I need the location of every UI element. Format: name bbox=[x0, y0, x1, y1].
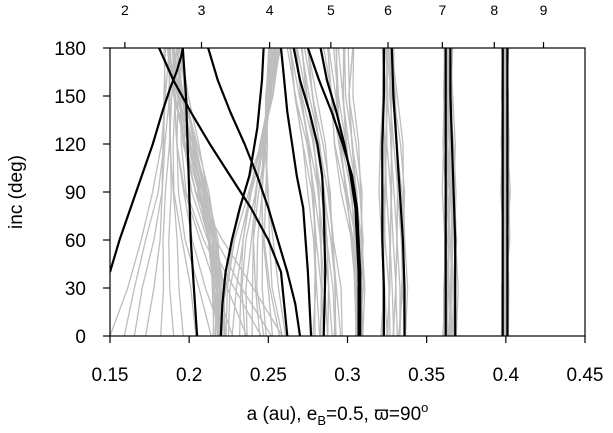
background-curve-0-5 bbox=[168, 48, 175, 336]
background-curve-2-3 bbox=[231, 48, 280, 336]
y-tick-label: 120 bbox=[54, 135, 86, 156]
x-axis-title-subscript: B bbox=[317, 413, 326, 428]
x-tick-label: 0.4 bbox=[493, 365, 520, 386]
background-curve-1-9 bbox=[177, 48, 222, 336]
background-curve-5-6 bbox=[385, 48, 395, 336]
y-tick-label: 180 bbox=[54, 39, 86, 60]
y-tick-label: 150 bbox=[54, 87, 86, 108]
x-axis-title-rest: =0.5, ϖ=90 bbox=[326, 404, 421, 425]
boundary-curves bbox=[110, 48, 509, 336]
background-curve-1-13 bbox=[180, 48, 226, 336]
boundary-curve-0 bbox=[110, 48, 184, 273]
background-curve-5-14 bbox=[390, 48, 409, 336]
y-axis-ticks: 0 30 60 90 120 150 180 bbox=[54, 39, 110, 348]
top-tick-label: 7 bbox=[438, 2, 446, 18]
boundary-curve-12 bbox=[449, 48, 457, 336]
x-axis-title: a (au), eB=0.5, ϖ=90o bbox=[247, 400, 429, 428]
background-curve-4-13 bbox=[348, 48, 364, 336]
y-tick-label: 90 bbox=[65, 183, 86, 204]
boundary-curve-4 bbox=[207, 48, 302, 336]
boundary-curve-2 bbox=[181, 48, 199, 336]
x-axis-title-superscript: o bbox=[421, 400, 428, 415]
background-curve-7-13 bbox=[504, 48, 511, 336]
boundary-curve-3 bbox=[219, 48, 265, 336]
x-axis-ticks: 0.15 0.2 0.25 0.3 0.35 0.4 0.45 bbox=[92, 336, 604, 386]
y-tick-label: 30 bbox=[65, 279, 86, 300]
x-tick-label: 0.35 bbox=[408, 365, 445, 386]
background-curve-3-14 bbox=[307, 48, 343, 336]
background-curve-3-13 bbox=[307, 48, 342, 336]
background-curve-0-0 bbox=[110, 48, 167, 336]
x-axis-title-main: a (au), e bbox=[247, 404, 318, 425]
x-tick-label: 0.3 bbox=[334, 365, 360, 386]
top-tick-label: 8 bbox=[490, 2, 498, 18]
boundary-curve-1 bbox=[158, 48, 289, 336]
top-tick-label: 2 bbox=[121, 2, 129, 18]
background-curve-0-1 bbox=[123, 48, 167, 336]
boundary-curve-10 bbox=[390, 48, 406, 336]
boundary-curve-6 bbox=[292, 48, 327, 336]
x-tick-label: 0.2 bbox=[176, 365, 202, 386]
background-curve-4-14 bbox=[352, 48, 366, 336]
background-curve-0-4 bbox=[160, 48, 171, 336]
x-tick-label: 0.25 bbox=[250, 365, 287, 386]
background-curve-2-7 bbox=[251, 48, 276, 336]
top-tick-label: 9 bbox=[540, 2, 548, 18]
top-tick-label: 3 bbox=[198, 2, 206, 18]
y-axis-title: inc (deg) bbox=[6, 155, 27, 229]
y-tick-label: 0 bbox=[75, 327, 86, 348]
boundary-curve-9 bbox=[381, 48, 385, 336]
background-curve-1-3 bbox=[167, 48, 218, 336]
x-tick-label: 0.45 bbox=[567, 365, 604, 386]
x-tick-label: 0.15 bbox=[92, 365, 129, 386]
top-tick-label: 5 bbox=[327, 2, 335, 18]
background-curve-2-13 bbox=[264, 48, 283, 336]
y-tick-label: 60 bbox=[65, 231, 86, 252]
boundary-curve-8 bbox=[319, 48, 360, 336]
top-tick-label: 6 bbox=[384, 2, 392, 18]
top-axis-ticks: 2 3 4 5 6 7 8 9 bbox=[121, 2, 548, 48]
top-tick-label: 4 bbox=[266, 2, 274, 18]
boundary-curve-5 bbox=[279, 48, 313, 336]
background-curve-2-14 bbox=[264, 48, 287, 336]
